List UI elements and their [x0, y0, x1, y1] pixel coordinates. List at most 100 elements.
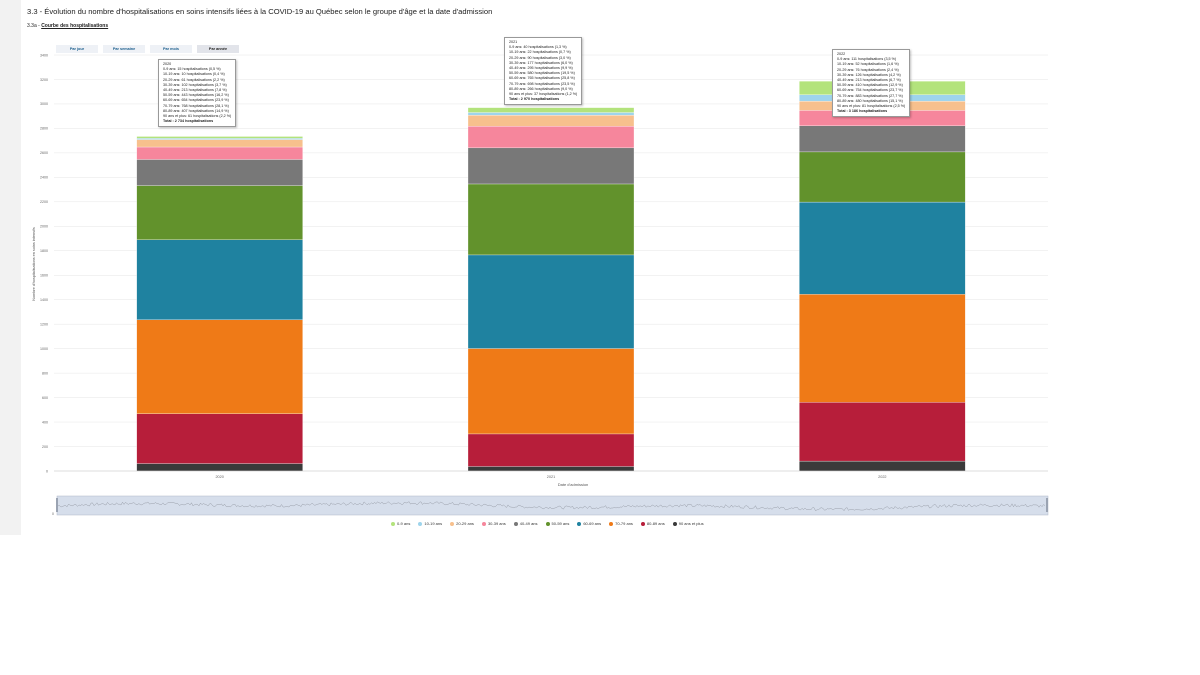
tooltip-line: 50-59 ans: 443 hospitalisations (16,2 %): [163, 93, 229, 98]
bar-segment-2020-40-49-ans[interactable]: [136, 159, 303, 186]
y-tick-label: 2400: [40, 176, 48, 180]
tooltip-line: 0-9 ans: 111 hospitalisations (3,5 %): [837, 57, 897, 62]
tooltip-line: 20-29 ans: 90 hospitalisations (3,0 %): [509, 55, 571, 60]
tab-per-year[interactable]: Par année: [197, 45, 239, 53]
legend-item[interactable]: 40-49 ans: [513, 521, 538, 526]
tooltip-2021: 2021 0-9 ans: 40 hospitalisations (1,3 %)…: [504, 37, 583, 106]
y-tick-labels: 0 200 400 600 800 1000 1200 1400 1600 1800 2000 220…: [40, 53, 48, 473]
bar-segment-2020-70-79-ans[interactable]: [136, 319, 303, 414]
subtitle-link[interactable]: Courbe des hospitalisations: [41, 23, 109, 29]
legend-item[interactable]: 30-39 ans: [481, 521, 506, 526]
x-tick-label: 2022: [878, 475, 886, 479]
bar-segment-2022-50-59-ans[interactable]: [799, 151, 966, 203]
y-tick-label: 800: [42, 371, 48, 375]
y-tick-label: 3400: [40, 53, 48, 57]
tooltip-year: 2020: [163, 62, 172, 66]
legend-item[interactable]: 80-89 ans: [640, 521, 665, 526]
tab-per-day[interactable]: Par jour: [56, 45, 98, 53]
y-tick-label: 1600: [40, 274, 48, 278]
legend-item[interactable]: 10-19 ans: [418, 521, 442, 526]
bar-segment-2020-60-69-ans[interactable]: [136, 239, 303, 320]
navigator-right-handle[interactable]: [1046, 498, 1048, 512]
legend-item[interactable]: 50-59 ans: [545, 521, 570, 526]
legend-label: 40-49 ans: [519, 521, 538, 526]
bar-segment-2021-80-89-ans[interactable]: [467, 433, 635, 467]
legend-dot-icon: [391, 521, 395, 526]
tooltip-2022: 2022 0-9 ans: 111 hospitalisations (3,5 %…: [832, 49, 911, 118]
bar-segment-2021-50-59-ans[interactable]: [467, 183, 635, 256]
legend-item[interactable]: 70-79 ans: [609, 521, 633, 526]
chart-subtitle: 3.3a - Courbe des hospitalisations: [27, 23, 108, 29]
legend-label: 70-79 ans: [615, 521, 633, 526]
y-tick-label: 2000: [40, 225, 48, 229]
x-tick-labels: 2020 2021 2022: [215, 475, 886, 479]
tab-per-month[interactable]: Par mois: [150, 45, 192, 53]
page-title: 3.3 - Évolution du nombre d'hospitalisat…: [27, 7, 493, 16]
tooltip-line: 30-39 ans: 126 hospitalisations (4,2 %): [837, 72, 901, 77]
tooltip-line: 30-39 ans: 102 hospitalisations (3,7 %): [163, 82, 227, 87]
bar-segment-2020-90-ans-et-plus[interactable]: [136, 463, 303, 472]
legend-dot-icon: [640, 521, 645, 526]
bar-segment-2021-0-9-ans[interactable]: [467, 107, 635, 113]
tooltip-line: 40-49 ans: 295 hospitalisations (9,9 %): [509, 66, 573, 71]
legend-label: 30-39 ans: [487, 521, 506, 526]
tooltip-2020: 2020 0-9 ans: 15 hospitalisations (0,5 %)…: [158, 59, 237, 128]
tooltip-line: 60-69 ans: 754 hospitalisations (23,7 %): [837, 88, 903, 93]
y-axis-label: Nombre d'hospitalisations en soins inten…: [32, 227, 36, 301]
bar-segment-2021-30-39-ans[interactable]: [467, 126, 635, 149]
legend-dot-icon: [513, 521, 518, 526]
bar-segment-2021-90-ans-et-plus[interactable]: [467, 466, 635, 472]
tooltip-line: 40-49 ans: 213 hospitalisations (7,8 %): [163, 88, 227, 93]
bar-segment-2020-10-19-ans[interactable]: [136, 138, 303, 140]
legend-dot-icon: [481, 521, 486, 526]
legend-dot-icon: [609, 521, 614, 526]
tooltip-line: 90 ans et plus: 81 hospitalisations (2,5…: [837, 104, 906, 109]
y-tick-label: 200: [42, 445, 48, 449]
legend-item[interactable]: 0-9 ans: [391, 521, 410, 526]
legend-dot-icon: [418, 521, 423, 526]
bar-segment-2020-50-59-ans[interactable]: [136, 185, 303, 240]
y-tick-label: 3000: [40, 102, 48, 106]
legend-item[interactable]: 20-29 ans: [450, 521, 474, 526]
tooltip-total: Total : 2 734 hospitalisations: [163, 119, 214, 124]
x-axis-label: Date d'admission: [558, 482, 589, 487]
navigator-background[interactable]: [56, 495, 1049, 516]
legend-label: 20-29 ans: [456, 521, 474, 526]
bar-segment-2021-20-29-ans[interactable]: [467, 115, 635, 127]
legend-label: 50-59 ans: [551, 521, 570, 526]
left-sidebar-strip: [0, 0, 21, 535]
tooltip-line: 20-29 ans: 76 hospitalisations (2,4 %): [837, 67, 899, 72]
tooltip-line: 80-89 ans: 480 hospitalisations (15,1 %): [837, 98, 903, 103]
tooltip-total: Total : 2 970 hospitalisations: [509, 97, 560, 102]
bar-segment-2021-10-19-ans[interactable]: [467, 112, 635, 116]
x-tick-label: 2020: [215, 475, 223, 479]
navigator-start-label: 0: [52, 512, 54, 516]
bar-segment-2022-40-49-ans[interactable]: [799, 125, 966, 153]
period-tabs: Par jour Par semaine Par mois Par année: [56, 45, 239, 53]
bar-segment-2020-30-39-ans[interactable]: [136, 146, 303, 160]
navigator-left-handle[interactable]: [56, 498, 58, 512]
tooltip-line: 90 ans et plus: 61 hospitalisations (2,2…: [163, 114, 232, 119]
legend-item[interactable]: 60-69 ans: [577, 521, 601, 526]
bar-segment-2021-60-69-ans[interactable]: [467, 254, 635, 349]
bar-segment-2022-80-89-ans[interactable]: [799, 402, 966, 462]
bar-segment-2022-70-79-ans[interactable]: [799, 294, 966, 403]
legend-item[interactable]: 90 ans et plus: [672, 521, 704, 526]
tooltip-line: 70-79 ans: 698 hospitalisations (23,5 %): [509, 81, 575, 86]
tooltip-year: 2022: [837, 52, 846, 56]
legend-dot-icon: [672, 521, 677, 526]
bar-segment-2020-80-89-ans[interactable]: [136, 413, 303, 464]
x-tick-label: 2021: [547, 475, 555, 479]
bar-segment-2021-70-79-ans[interactable]: [467, 348, 635, 435]
bar-segment-2022-60-69-ans[interactable]: [799, 201, 966, 295]
legend: 0-9 ans 10-19 ans 20-29 ans 30-39 ans 40-49 …: [391, 521, 704, 526]
bar-segment-2020-0-9-ans[interactable]: [136, 136, 303, 139]
bar-segment-2021-40-49-ans[interactable]: [467, 147, 635, 185]
tooltip-line: 20-29 ans: 61 hospitalisations (2,2 %): [163, 77, 225, 82]
range-navigator[interactable]: 0: [52, 495, 1049, 516]
bar-segment-2022-90-ans-et-plus[interactable]: [799, 460, 966, 472]
bar-segment-2020-20-29-ans[interactable]: [136, 139, 303, 148]
legend-label: 80-89 ans: [646, 521, 665, 526]
tab-per-week[interactable]: Par semaine: [103, 45, 145, 53]
subtitle-prefix: 3.3a -: [27, 23, 42, 29]
